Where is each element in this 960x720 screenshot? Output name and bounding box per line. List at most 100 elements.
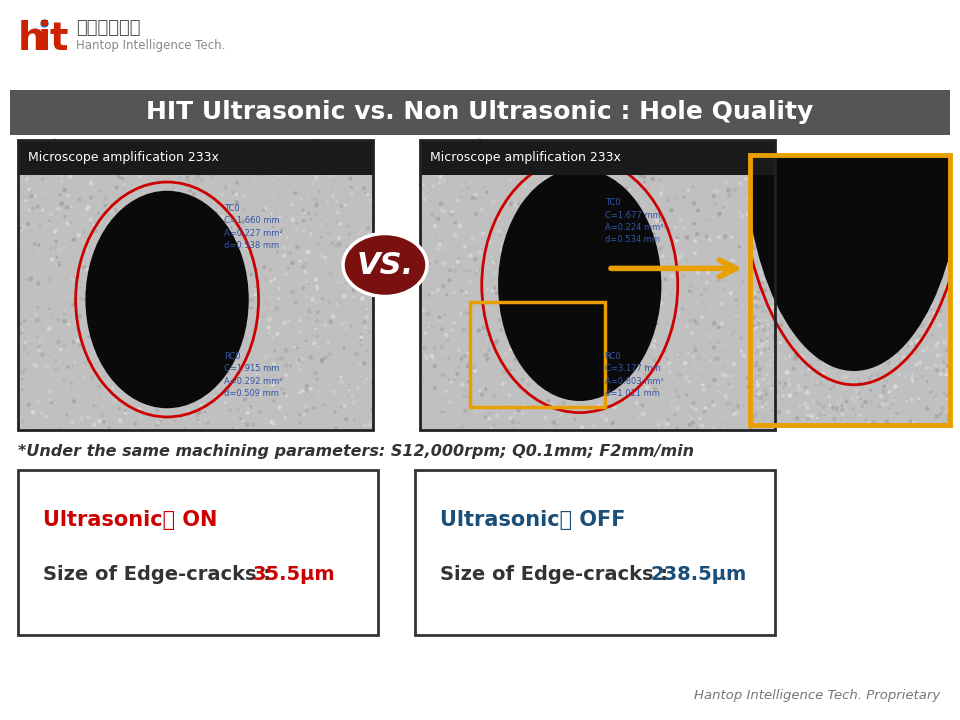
Point bbox=[907, 172, 923, 184]
Point bbox=[679, 372, 694, 383]
Point bbox=[471, 158, 487, 169]
Point bbox=[465, 232, 480, 243]
Point bbox=[235, 138, 251, 149]
Point bbox=[816, 408, 831, 419]
Point bbox=[920, 403, 935, 415]
Point bbox=[556, 354, 571, 366]
Point bbox=[510, 417, 525, 428]
Point bbox=[663, 256, 679, 267]
Point bbox=[436, 280, 451, 292]
Point bbox=[770, 295, 785, 307]
Point bbox=[344, 181, 359, 193]
Point bbox=[762, 187, 778, 199]
Point bbox=[290, 241, 305, 253]
Point bbox=[793, 343, 808, 355]
Point bbox=[132, 264, 148, 275]
Point bbox=[877, 398, 893, 410]
Point bbox=[120, 302, 135, 313]
Point bbox=[810, 365, 826, 377]
Point bbox=[934, 184, 949, 195]
Point bbox=[717, 235, 732, 247]
Point bbox=[892, 189, 907, 200]
Point bbox=[879, 377, 895, 389]
Point bbox=[764, 302, 780, 314]
Point bbox=[290, 358, 305, 369]
Point bbox=[900, 269, 915, 281]
Point bbox=[235, 216, 251, 228]
Point bbox=[427, 149, 443, 161]
Point bbox=[845, 170, 860, 181]
Point bbox=[751, 359, 766, 371]
Point bbox=[691, 165, 707, 176]
Point bbox=[318, 352, 333, 364]
Point bbox=[159, 154, 175, 166]
Point bbox=[660, 322, 675, 333]
Point bbox=[269, 303, 284, 315]
Point bbox=[582, 375, 597, 387]
Point bbox=[451, 253, 467, 264]
Point bbox=[846, 212, 861, 223]
Point bbox=[520, 256, 536, 268]
Point bbox=[125, 163, 140, 174]
Point bbox=[915, 371, 930, 382]
Point bbox=[418, 350, 433, 361]
Point bbox=[170, 168, 185, 180]
Point bbox=[605, 307, 620, 319]
Point bbox=[809, 337, 825, 348]
Point bbox=[300, 380, 315, 392]
Point bbox=[413, 183, 428, 194]
Point bbox=[826, 156, 841, 168]
Point bbox=[799, 362, 814, 374]
Point bbox=[273, 168, 288, 180]
Point bbox=[773, 276, 788, 288]
Point bbox=[94, 377, 109, 389]
Point bbox=[526, 138, 541, 149]
Point bbox=[296, 356, 311, 367]
Point bbox=[864, 384, 879, 396]
Point bbox=[512, 198, 527, 210]
Point bbox=[809, 330, 825, 341]
Point bbox=[602, 361, 617, 373]
Point bbox=[326, 176, 342, 187]
Point bbox=[77, 356, 92, 367]
Point bbox=[647, 383, 662, 395]
Point bbox=[209, 388, 225, 400]
Point bbox=[924, 386, 939, 397]
Point bbox=[488, 266, 503, 278]
Point bbox=[801, 410, 816, 422]
Point bbox=[939, 236, 954, 248]
Point bbox=[523, 257, 539, 269]
Point bbox=[719, 424, 734, 436]
Point bbox=[754, 301, 769, 312]
Point bbox=[315, 354, 330, 365]
Point bbox=[878, 377, 894, 388]
Point bbox=[264, 395, 279, 406]
Point bbox=[881, 156, 897, 167]
Point bbox=[176, 138, 191, 150]
Point bbox=[125, 241, 140, 253]
Point bbox=[240, 351, 255, 363]
Point bbox=[674, 249, 689, 261]
Point bbox=[422, 196, 438, 207]
Point bbox=[504, 359, 519, 371]
Point bbox=[800, 341, 815, 352]
Point bbox=[923, 314, 938, 325]
Point bbox=[586, 367, 601, 379]
Point bbox=[939, 406, 954, 418]
Point bbox=[362, 138, 377, 149]
Point bbox=[334, 200, 349, 212]
Point bbox=[748, 369, 763, 380]
Point bbox=[236, 171, 252, 182]
Point bbox=[647, 228, 662, 239]
Point bbox=[885, 215, 900, 226]
Point bbox=[767, 310, 782, 321]
Point bbox=[143, 193, 158, 204]
Point bbox=[767, 204, 782, 216]
Point bbox=[941, 295, 956, 307]
Point bbox=[330, 207, 346, 218]
Point bbox=[902, 299, 918, 310]
Point bbox=[847, 232, 862, 243]
Point bbox=[874, 391, 889, 402]
Point bbox=[788, 257, 804, 269]
Point bbox=[734, 211, 750, 222]
